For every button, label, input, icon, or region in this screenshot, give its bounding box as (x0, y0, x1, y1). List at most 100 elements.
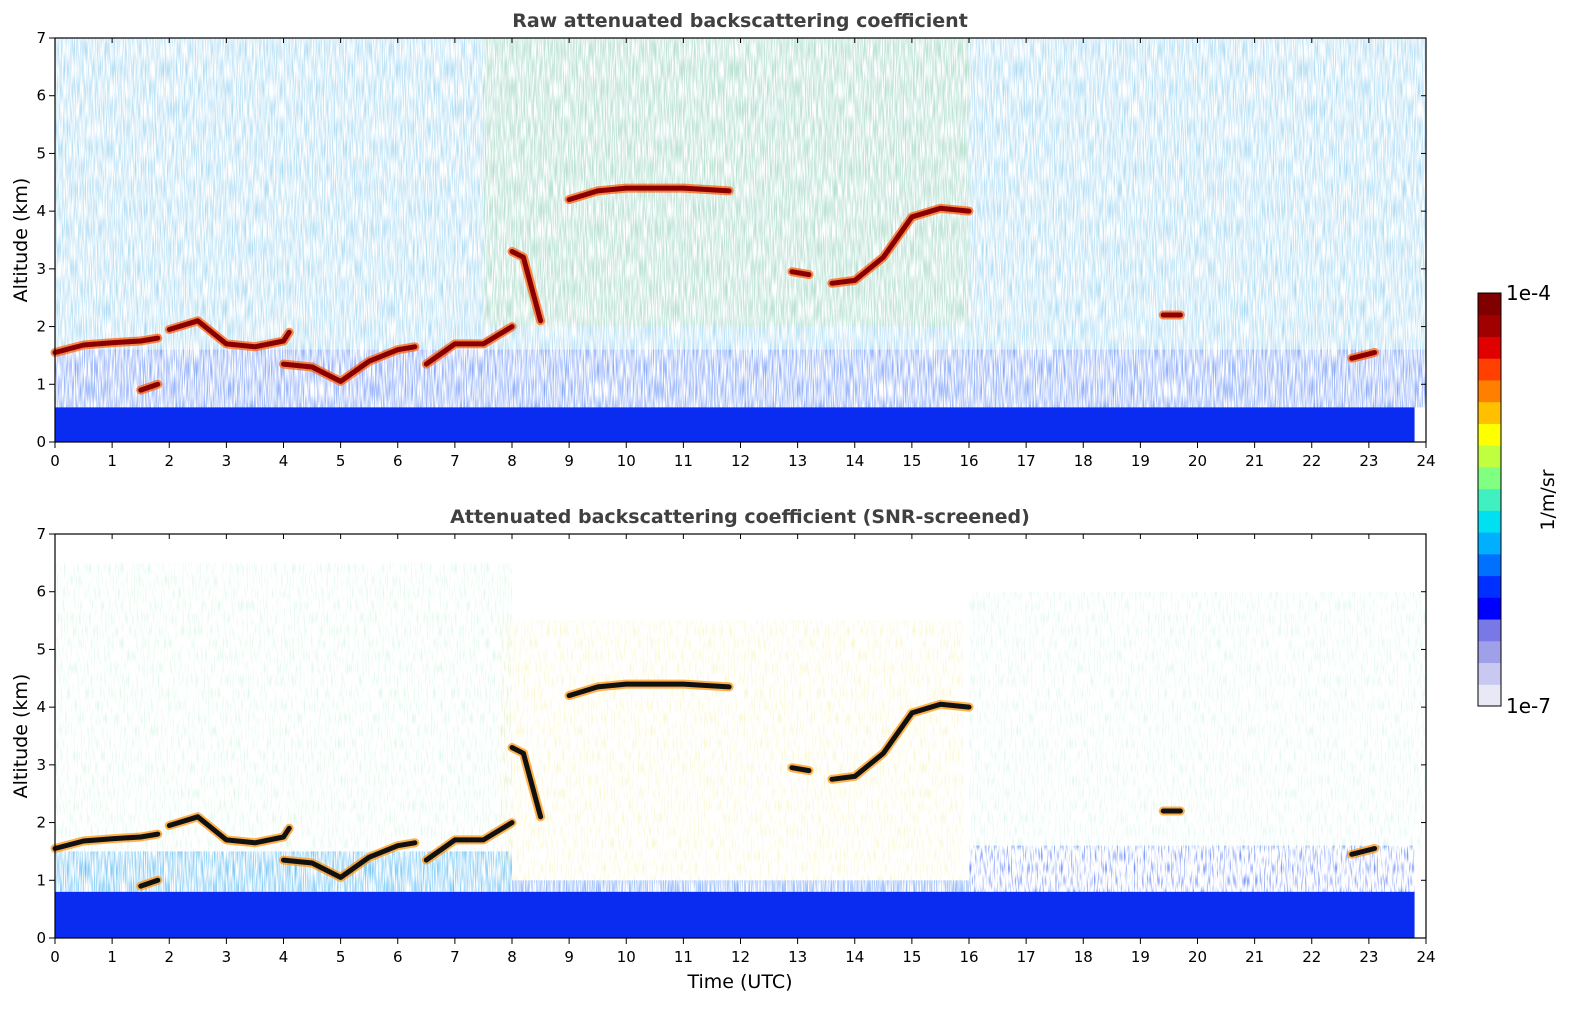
x-tick-label: 7 (450, 948, 460, 966)
colorbar-max-label: 1e-4 (1506, 281, 1551, 305)
x-tick-label: 10 (617, 948, 636, 966)
colorbar-cell (1478, 640, 1501, 664)
x-tick-label: 10 (617, 452, 636, 470)
x-tick-label: 5 (336, 948, 346, 966)
y-tick-label: 0 (36, 929, 46, 947)
raw-backscatter-panel: Raw attenuated backscattering coefficien… (10, 10, 1436, 470)
y-tick-label: 7 (36, 29, 46, 47)
x-tick-label: 21 (1245, 452, 1264, 470)
daytime-noise-field (483, 38, 969, 327)
x-tick-label: 11 (674, 948, 693, 966)
colorbar-cell (1478, 358, 1501, 381)
colorbar-cell (1478, 597, 1501, 620)
x-tick-label: 8 (507, 452, 517, 470)
panel2-y-axis-label: Altitude (km) (10, 674, 32, 799)
x-tick-label: 20 (1188, 452, 1207, 470)
y-tick-label: 2 (36, 814, 46, 832)
near-surface-signal (55, 407, 1415, 442)
y-tick-label: 6 (36, 583, 46, 601)
x-axis-label: Time (UTC) (686, 971, 792, 993)
y-tick-label: 7 (36, 525, 46, 543)
cloud-layer (423, 324, 515, 367)
y-tick-label: 1 (36, 871, 46, 889)
x-tick-label: 13 (788, 452, 807, 470)
colorbar-unit-label: 1/m/sr (1537, 469, 1559, 530)
x-tick-label: 3 (222, 452, 232, 470)
colorbar-cell (1478, 662, 1501, 685)
x-tick-label: 21 (1245, 948, 1264, 966)
screened-field-night (969, 591, 1426, 852)
screened-field (55, 562, 512, 852)
x-tick-label: 17 (1017, 948, 1036, 966)
y-tick-label: 3 (36, 260, 46, 278)
cloud-layer (509, 745, 544, 820)
colorbar-min-label: 1e-7 (1506, 694, 1551, 718)
cloud-layer (281, 344, 418, 384)
colorbar-cell (1478, 553, 1501, 577)
panel1-x-ticks: 0 1 2 3 4 5 6 7 8 9 10 11 12 13 14 15 16 17 18 19 20 21 22 23 24 (50, 38, 1436, 470)
colorbar-cell (1478, 314, 1501, 337)
x-tick-label: 15 (902, 452, 921, 470)
y-tick-label: 4 (36, 698, 46, 716)
colorbar-scale (1478, 293, 1501, 707)
colorbar-cell (1478, 488, 1501, 511)
cloud-layer (52, 335, 161, 355)
boundary-layer-noise (55, 349, 1426, 408)
x-tick-label: 1 (107, 948, 117, 966)
panel2-x-ticks: 0 1 2 3 4 5 6 7 8 9 10 11 12 13 14 15 16 17 18 19 20 21 22 23 24 (50, 534, 1436, 966)
panel2-title: Attenuated backscattering coefficient (S… (450, 506, 1030, 528)
x-tick-label: 17 (1017, 452, 1036, 470)
cloud-layer (1349, 350, 1378, 361)
snr-screened-panel: Attenuated backscattering coefficient (S… (10, 506, 1436, 993)
cloud-layer (789, 765, 812, 774)
colorbar-cell (1478, 423, 1501, 446)
screened-daytime-field (500, 620, 964, 881)
x-tick-label: 5 (336, 452, 346, 470)
x-tick-label: 14 (845, 452, 864, 470)
x-tick-label: 16 (959, 948, 978, 966)
x-tick-label: 3 (222, 948, 232, 966)
x-tick-label: 15 (902, 948, 921, 966)
cloud-layer (1349, 846, 1378, 857)
colorbar-cell (1478, 532, 1501, 555)
colorbar-cell (1478, 401, 1501, 424)
colorbar-cell (1478, 466, 1501, 490)
y-tick-label: 4 (36, 202, 46, 220)
x-tick-label: 6 (393, 452, 403, 470)
x-tick-label: 22 (1302, 452, 1321, 470)
cloud-layer (829, 205, 972, 286)
x-tick-label: 19 (1131, 452, 1150, 470)
y-tick-label: 6 (36, 87, 46, 105)
colorbar-cell (1478, 575, 1501, 598)
x-tick-label: 18 (1074, 452, 1093, 470)
cloud-layer (166, 814, 292, 846)
x-tick-label: 6 (393, 948, 403, 966)
cloud-layer (509, 249, 544, 324)
x-tick-label: 19 (1131, 948, 1150, 966)
x-tick-label: 22 (1302, 948, 1321, 966)
panel1-y-ticks: 0 1 2 3 4 5 6 7 (36, 29, 1426, 451)
y-tick-label: 3 (36, 756, 46, 774)
x-tick-label: 14 (845, 948, 864, 966)
y-tick-label: 2 (36, 318, 46, 336)
cloud-layer (829, 701, 972, 782)
colorbar: 1e-4 1e-7 1/m/sr (1477, 281, 1559, 718)
colorbar-cell (1478, 619, 1501, 642)
panel1-heatmap (50, 38, 1426, 442)
colorbar-frame (1477, 292, 1502, 707)
colorbar-cell (1478, 510, 1501, 533)
x-tick-label: 12 (731, 948, 750, 966)
y-tick-label: 0 (36, 433, 46, 451)
cloud-layer (423, 820, 515, 863)
colorbar-cell (1478, 684, 1501, 707)
x-tick-label: 20 (1188, 948, 1207, 966)
cloud-layer (52, 831, 161, 851)
x-tick-label: 4 (279, 452, 289, 470)
colorbar-cell (1478, 336, 1501, 359)
near-surface-signal (55, 891, 1415, 938)
colorbar-cell (1478, 293, 1501, 316)
y-tick-label: 5 (36, 640, 46, 658)
x-tick-label: 23 (1359, 452, 1378, 470)
x-tick-label: 12 (731, 452, 750, 470)
